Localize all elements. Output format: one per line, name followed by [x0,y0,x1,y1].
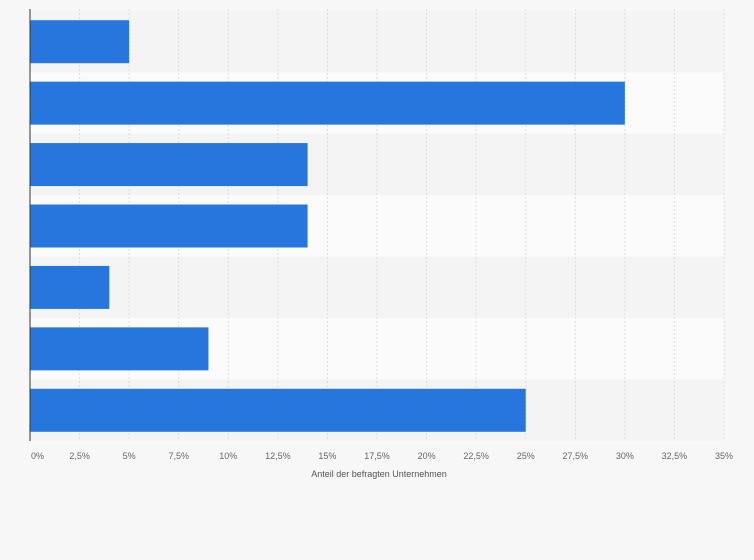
x-tick-label: 17,5% [364,451,390,461]
x-tick-labels: 0% 2,5% 5% 7,5% 10% 12,5% 15% 17,5% 20% 22,5% 25% 2… [31,451,733,461]
bar [30,81,625,125]
x-tick-label: 25% [517,451,535,461]
x-tick-label: 35% [715,451,733,461]
bar [30,204,308,248]
x-tick-label: 30% [616,451,634,461]
bar [30,143,308,187]
bar [30,388,526,432]
x-tick-label: 10% [219,451,237,461]
bar [30,265,110,309]
bars [30,20,625,432]
bar [30,327,209,371]
x-tick-label: 22,5% [463,451,489,461]
x-tick-label: 0% [31,451,44,461]
x-tick-label: 32,5% [662,451,688,461]
x-tick-label: 5% [123,451,136,461]
bar [30,20,130,64]
x-tick-label: 7,5% [168,451,189,461]
x-tick-label: 12,5% [265,451,291,461]
x-tick-label: 20% [418,451,436,461]
x-tick-label: 2,5% [69,451,90,461]
x-tick-label: 15% [318,451,336,461]
x-tick-label: 27,5% [563,451,589,461]
x-axis-title: Anteil der befragten Unternehmen [311,469,447,479]
